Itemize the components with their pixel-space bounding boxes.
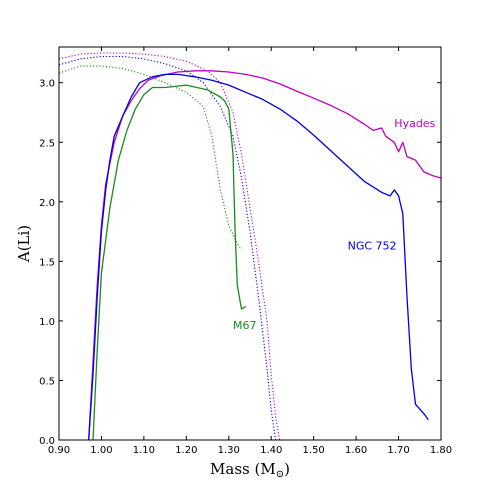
y-axis-label: A(Li) [15,225,33,263]
series-label-ngc-752: NGC 752 [348,239,397,252]
x-axis-label-main: Mass (M [210,460,276,478]
plot-frame [58,46,442,441]
series-line-ngc-752-solid [88,73,429,441]
y-tick-label: 2.5 [39,138,55,149]
x-tick-label: 1.10 [133,445,155,456]
annotation-layer: Hyades NGC 752 M67 [233,117,436,332]
y-tick-label: 0.5 [39,376,55,387]
x-tick-label: 1.30 [218,445,240,456]
x-axis-label: Mass (M⊙) [210,460,290,480]
x-tick-label: 1.40 [260,445,282,456]
series-line-hyades-solid [88,70,442,441]
x-tick-label: 1.80 [430,445,452,456]
series-line-m67-solid [92,84,247,441]
y-tick-label: 1.5 [39,257,55,268]
x-tick-label: 1.20 [175,445,197,456]
x-tick-label: 1.00 [90,445,112,456]
y-tick-label: 0.0 [39,436,55,447]
x-tick-label: 1.60 [345,445,367,456]
y-tick-label: 1.0 [39,317,55,328]
tick-layer: 0.90 1.00 1.10 1.20 1.30 1.40 1.50 1.60 1.70 1.80… [39,47,452,456]
series-label-m67: M67 [233,319,257,332]
y-tick-label: 2.0 [39,198,55,209]
series-label-hyades: Hyades [394,117,435,130]
y-tick-label: 3.0 [39,79,55,90]
series-layer [58,52,442,441]
x-axis-label-close: ) [284,460,290,478]
x-axis-label-symbol: ⊙ [276,469,284,480]
x-tick-label: 1.50 [303,445,325,456]
x-tick-label: 1.70 [387,445,409,456]
x-tick-label: 0.90 [48,445,70,456]
